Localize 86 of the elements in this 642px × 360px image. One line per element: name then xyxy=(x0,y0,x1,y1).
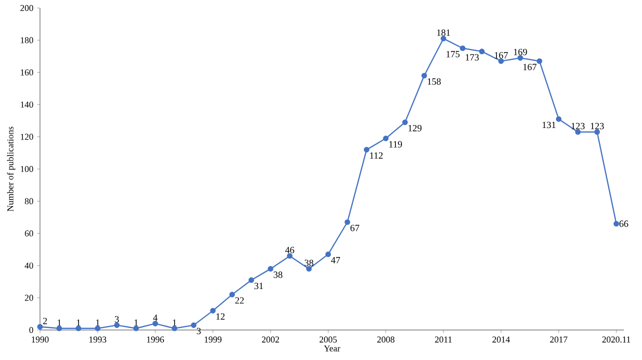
data-label: 31 xyxy=(254,282,263,290)
point xyxy=(402,120,408,126)
x-tick-label: 2014 xyxy=(492,336,510,343)
point xyxy=(210,308,216,314)
data-label: 38 xyxy=(274,272,282,278)
point xyxy=(536,58,542,64)
y-tick-label: 180 xyxy=(20,37,34,44)
data-label: 1 xyxy=(96,319,100,326)
data-label: 47 xyxy=(331,257,340,264)
data-label: 2 xyxy=(43,318,47,324)
y-tick-label: 120 xyxy=(20,134,34,140)
data-label: 129 xyxy=(408,125,422,132)
point xyxy=(133,326,139,332)
data-label: 167 xyxy=(523,64,537,70)
x-tick-label: 1990 xyxy=(32,336,49,343)
data-label: 3 xyxy=(196,328,201,334)
point xyxy=(460,45,466,52)
data-label: 119 xyxy=(389,141,402,148)
x-tick-label: 2017 xyxy=(550,336,568,343)
point xyxy=(76,326,82,332)
x-tick-label: 1996 xyxy=(147,336,164,343)
point xyxy=(594,129,600,135)
data-label: 123 xyxy=(572,122,585,130)
point xyxy=(152,320,158,326)
x-tick-label: 1999 xyxy=(204,336,222,343)
y-tick-label: 140 xyxy=(20,102,34,108)
x-tick-label: 2005 xyxy=(320,336,337,343)
data-label: 46 xyxy=(285,246,294,254)
point xyxy=(498,58,504,64)
data-label: 1 xyxy=(134,319,138,326)
y-tick-label: 20 xyxy=(24,294,34,301)
x-tick-label: 2011 xyxy=(435,336,452,343)
point xyxy=(383,136,389,142)
data-label: 181 xyxy=(437,30,450,36)
data-label: 167 xyxy=(494,52,508,58)
point xyxy=(306,266,312,272)
x-tick-label: 2008 xyxy=(377,336,394,343)
point xyxy=(575,129,581,135)
point xyxy=(421,72,428,78)
data-label: 158 xyxy=(428,78,441,85)
point xyxy=(440,36,446,42)
x-axis-title: Year xyxy=(324,345,340,352)
data-label: 112 xyxy=(370,152,383,159)
data-label: 175 xyxy=(446,50,460,58)
data-label: 3 xyxy=(114,316,119,322)
point xyxy=(114,322,120,328)
y-tick-label: 40 xyxy=(24,262,34,269)
data-label: 4 xyxy=(153,314,158,321)
point xyxy=(344,219,350,225)
point xyxy=(364,146,370,152)
y-tick-label: 0 xyxy=(29,326,34,334)
y-tick-label: 100 xyxy=(20,166,34,172)
x-tick-label: 2002 xyxy=(262,336,279,343)
y-tick-label: 160 xyxy=(20,69,34,76)
point xyxy=(172,326,178,332)
data-label: 12 xyxy=(216,313,225,320)
point xyxy=(614,220,620,227)
data-label: 1 xyxy=(76,319,80,326)
y-tick-label: 60 xyxy=(24,230,34,236)
y-tick-label: 200 xyxy=(20,4,34,12)
point xyxy=(479,48,485,54)
y-tick-label: 80 xyxy=(24,198,34,204)
data-label: 123 xyxy=(590,122,604,130)
x-tick-label: 2020.11 xyxy=(602,336,630,343)
x-tick-label: 1993 xyxy=(89,336,106,343)
point xyxy=(94,326,100,332)
point xyxy=(286,253,293,259)
point xyxy=(37,324,43,330)
point xyxy=(56,326,62,332)
data-label: 66 xyxy=(619,220,628,227)
data-label: 67 xyxy=(350,224,360,232)
data-label: 131 xyxy=(542,122,556,128)
data-label: 1 xyxy=(172,319,176,326)
point xyxy=(268,266,274,272)
y-axis-title: Number of publications xyxy=(6,126,16,212)
data-label: 173 xyxy=(466,54,479,61)
point xyxy=(325,252,331,258)
data-label: 169 xyxy=(514,48,527,56)
point xyxy=(517,55,524,61)
point xyxy=(190,322,196,328)
data-label: 38 xyxy=(304,260,314,266)
point xyxy=(556,116,562,122)
data-label: 1 xyxy=(58,319,62,326)
data-label: 22 xyxy=(235,297,244,304)
point xyxy=(229,292,235,298)
point xyxy=(248,277,254,283)
